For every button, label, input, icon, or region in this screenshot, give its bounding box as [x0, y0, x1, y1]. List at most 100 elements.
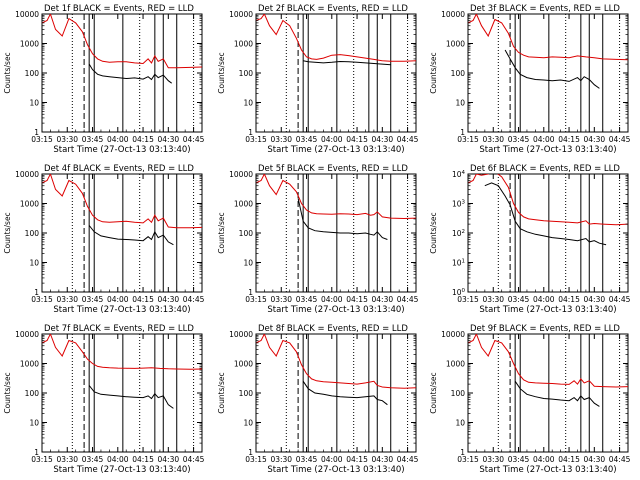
plot-area: [468, 174, 628, 292]
x-tick-label: 03:15: [245, 455, 267, 464]
y-tick-label: 10: [29, 419, 39, 428]
y-tick-label: 100: [239, 229, 254, 238]
x-tick-label: 03:30: [56, 455, 78, 464]
y-tick-label: 10: [455, 99, 465, 108]
x-tick-label: 04:00: [107, 135, 129, 144]
panel-title: Det 8f BLACK = Events, RED = LLD: [258, 324, 408, 334]
series-lld-line: [42, 14, 202, 69]
panel-title: Det 5f BLACK = Events, RED = LLD: [258, 164, 408, 174]
y-tick-label: 100: [451, 69, 466, 78]
y-tick-label: 1: [34, 128, 39, 137]
y-tick-label: 103: [452, 200, 466, 209]
series-lld-line: [42, 174, 202, 229]
y-axis-label: Counts/sec: [217, 212, 226, 253]
y-axis-label: Counts/sec: [429, 212, 438, 253]
x-tick-label: 03:45: [296, 295, 318, 304]
x-axis-label: Start Time (27-Oct-13 03:13:40): [267, 465, 404, 475]
series-events-line: [88, 385, 174, 409]
panel-title: Det 1f BLACK = Events, RED = LLD: [44, 4, 194, 14]
y-tick-label: 100: [452, 288, 466, 297]
series-lld-line: [256, 14, 416, 62]
y-tick-exponent: 4: [462, 170, 466, 176]
x-tick-label: 03:45: [508, 135, 530, 144]
y-tick-label: 1: [460, 448, 465, 457]
x-tick-label: 03:45: [296, 135, 318, 144]
y-tick-label: 100: [25, 229, 40, 238]
y-axis-label: Counts/sec: [429, 372, 438, 413]
x-tick-label: 04:30: [584, 455, 606, 464]
y-tick-label: 101: [452, 259, 465, 268]
y-tick-label: 102: [452, 229, 465, 238]
y-axis-label: Counts/sec: [217, 52, 226, 93]
y-tick-label: 10: [243, 419, 253, 428]
plot-area: [256, 334, 416, 452]
y-axis-label: Counts/sec: [3, 372, 12, 413]
plot-frame: [41, 173, 203, 293]
x-axis-label: Start Time (27-Oct-13 03:13:40): [479, 305, 616, 315]
x-tick-label: 03:30: [482, 135, 504, 144]
x-tick-label: 03:45: [82, 135, 104, 144]
x-tick-label: 03:15: [457, 295, 479, 304]
y-axis-label: Counts/sec: [3, 212, 12, 253]
panel-title: Det 9f BLACK = Events, RED = LLD: [470, 324, 620, 334]
panel-det-2: Det 2f BLACK = Events, RED = LLD 1 10 100 10…: [217, 4, 419, 155]
y-tick-label: 104: [452, 170, 466, 179]
x-tick-label: 03:15: [457, 135, 479, 144]
y-axis-label: Counts/sec: [217, 372, 226, 413]
x-tick-label: 03:45: [508, 455, 530, 464]
y-tick-label: 1: [34, 288, 39, 297]
x-tick-label: 04:00: [321, 295, 343, 304]
y-tick-label: 100: [239, 389, 254, 398]
y-tick-exponent: 0: [462, 288, 466, 294]
x-tick-label: 04:15: [132, 455, 154, 464]
x-tick-label: 04:00: [533, 295, 555, 304]
y-tick-label: 10: [455, 419, 465, 428]
y-tick-label: 10: [29, 259, 39, 268]
x-tick-label: 04:45: [397, 295, 419, 304]
x-tick-label: 04:15: [558, 455, 580, 464]
x-tick-label: 04:15: [558, 295, 580, 304]
x-tick-label: 04:45: [397, 455, 419, 464]
x-tick-label: 04:45: [609, 295, 631, 304]
y-tick-label: 100: [239, 69, 254, 78]
x-axis-label: Start Time (27-Oct-13 03:13:40): [479, 145, 616, 155]
x-tick-label: 04:15: [346, 135, 368, 144]
x-tick-label: 04:45: [609, 455, 631, 464]
y-tick-label: 10: [243, 259, 253, 268]
plot-frame: [467, 333, 629, 453]
x-tick-label: 03:15: [31, 295, 53, 304]
plot-frame: [41, 333, 203, 453]
plot-frame: [255, 333, 417, 453]
x-tick-label: 04:45: [183, 135, 205, 144]
x-tick-label: 03:15: [31, 455, 53, 464]
y-axis-label: Counts/sec: [429, 52, 438, 93]
plot-area: [42, 334, 202, 452]
x-tick-label: 03:30: [270, 455, 292, 464]
x-tick-label: 03:30: [482, 455, 504, 464]
plot-area: [42, 174, 202, 292]
y-tick-label: 10000: [229, 10, 253, 19]
y-tick-exponent: 2: [462, 229, 466, 235]
y-tick-label: 100: [451, 389, 466, 398]
series-lld-line: [256, 174, 416, 220]
series-events-line: [297, 198, 388, 240]
y-tick-label: 1: [248, 128, 253, 137]
x-tick-label: 04:45: [183, 295, 205, 304]
x-axis-label: Start Time (27-Oct-13 03:13:40): [53, 145, 190, 155]
plot-frame: [255, 13, 417, 133]
y-tick-label: 100: [25, 69, 40, 78]
series-events-line: [88, 225, 174, 246]
x-tick-label: 04:00: [533, 455, 555, 464]
x-tick-label: 04:15: [558, 135, 580, 144]
y-tick-label: 1: [460, 128, 465, 137]
y-tick-label: 1000: [20, 360, 39, 369]
panel-title: Det 3f BLACK = Events, RED = LLD: [470, 4, 620, 14]
plot-frame: [41, 13, 203, 133]
y-tick-label: 1000: [446, 360, 465, 369]
plot-area: [42, 14, 202, 132]
x-tick-label: 04:00: [107, 455, 129, 464]
plot-area: [256, 14, 416, 132]
y-tick-label: 1000: [234, 200, 253, 209]
x-tick-label: 04:30: [372, 135, 394, 144]
panel-det-5: Det 5f BLACK = Events, RED = LLD 1 10 100 10…: [217, 164, 419, 315]
